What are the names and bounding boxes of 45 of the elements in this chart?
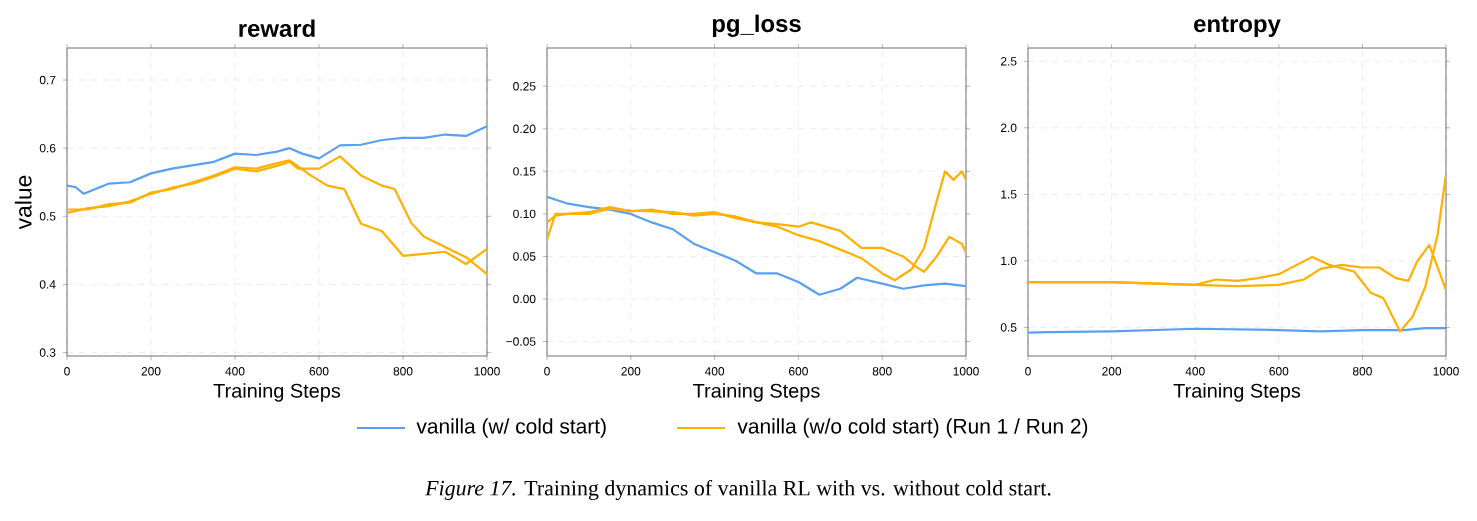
y-tick-label: 0.25: [513, 82, 536, 91]
x-tick-label: 800: [872, 367, 892, 376]
x-tick-label: 400: [225, 367, 245, 376]
legend-label: vanilla (w/ cold start): [416, 418, 606, 438]
y-tick-label: 0.6: [39, 143, 56, 153]
x-tick-label: 200: [621, 367, 641, 376]
x-tick-label: 0: [544, 367, 550, 376]
chart-title: reward: [239, 19, 315, 37]
y-tick-label: 0.15: [513, 167, 536, 176]
x-tick-label: 800: [1352, 367, 1372, 376]
x-tick-label: 1000: [953, 367, 979, 376]
x-axis-title: Training Steps: [693, 383, 820, 402]
x-tick-label: 400: [704, 367, 725, 376]
y-tick-label: 2.0: [1000, 123, 1017, 133]
y-tick-label: 0.7: [39, 75, 56, 85]
y-tick-label: 0.00: [513, 294, 536, 304]
x-tick-label: 0: [1025, 367, 1031, 376]
y-tick-label: 0.5: [39, 212, 56, 221]
y-axis-title: value: [14, 175, 32, 230]
x-tick-label: 600: [789, 367, 808, 376]
y-tick-label: 1.0: [1001, 256, 1017, 266]
x-axis-title: Training Steps: [213, 383, 341, 402]
x-tick-label: 600: [309, 367, 329, 376]
chart-title: pg_loss: [712, 14, 801, 37]
y-tick-label: 0.10: [513, 209, 536, 219]
y-tick-label: −0.05: [506, 337, 536, 346]
x-tick-label: 400: [1185, 367, 1205, 376]
x-axis-title: Training Steps: [1173, 383, 1301, 402]
x-tick-label: 0: [64, 367, 70, 376]
x-tick-label: 600: [1269, 367, 1289, 376]
x-tick-label: 1000: [1433, 367, 1459, 376]
legend-label: vanilla (w/o cold start) (Run 1 / Run 2): [737, 418, 1088, 438]
y-tick-label: 0.20: [513, 124, 536, 134]
x-tick-label: 200: [141, 367, 161, 376]
y-tick-label: 2.5: [1000, 57, 1017, 66]
x-tick-label: 200: [1102, 367, 1122, 376]
y-tick-label: 1.5: [1001, 190, 1017, 199]
y-tick-label: 0.4: [39, 280, 56, 289]
y-tick-label: 0.5: [1000, 323, 1017, 332]
text: Figure 17. Training dynamics of vanilla RL with vs. without cold start.: [425, 479, 1051, 501]
y-tick-label: 0.05: [513, 252, 536, 261]
x-tick-label: 1000: [474, 367, 500, 376]
x-tick-label: 800: [393, 367, 413, 376]
y-tick-label: 0.3: [39, 348, 56, 357]
chart-title: entropy: [1194, 16, 1281, 38]
